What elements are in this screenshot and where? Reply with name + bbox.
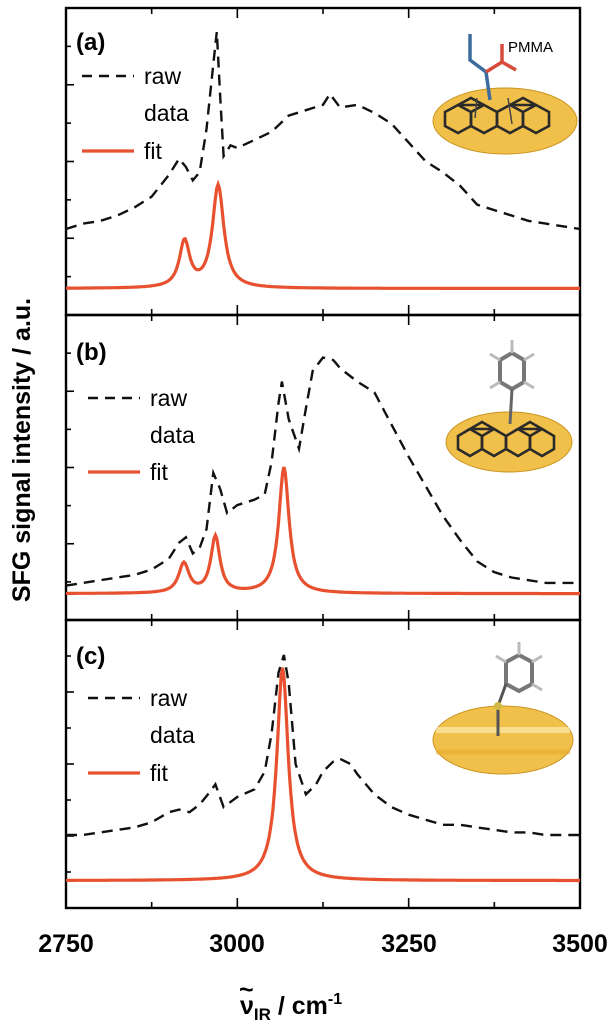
x-axis-accent: ~ — [239, 976, 254, 1004]
inset-a-text: PMMA — [508, 39, 553, 56]
panel-a-ticks — [65, 8, 581, 315]
pmma-graphene-molecule-icon: PMMA — [432, 34, 578, 155]
panel-b-fit-line — [66, 466, 580, 596]
panel-c-legend-raw: raw — [150, 685, 187, 711]
y-axis-title: SFG signal intensity / a.u. — [8, 298, 36, 602]
thiophenol-gold-molecule-icon — [432, 642, 574, 775]
panel-a-legend: raw data fit — [82, 63, 189, 164]
x-tick-label: 2750 — [38, 930, 94, 958]
panel-c-fit-line — [66, 667, 580, 883]
x-tick-label: 3000 — [209, 930, 265, 958]
panel-c-label: (c) — [76, 643, 105, 670]
panel-a-raw-data-line — [65, 31, 581, 231]
panel-b-legend-raw: raw — [150, 385, 187, 411]
panel-a-legend-raw: raw — [144, 63, 181, 89]
x-axis-unit: / cm — [271, 992, 328, 1020]
x-tick-label: 3500 — [552, 930, 608, 958]
x-axis-subscript: IR — [254, 1005, 271, 1024]
panel-b-raw-data-line — [65, 356, 580, 587]
panel-a-legend-fit: fit — [144, 138, 163, 164]
panel-c-legend: raw data fit — [88, 685, 195, 786]
x-axis-symbol: ν — [240, 992, 254, 1020]
panel-c-raw-data-line — [66, 654, 580, 837]
panel-a-label: (a) — [76, 29, 105, 56]
x-tick-labels: 2750 3000 3250 3500 — [38, 930, 608, 958]
panel-b-legend-fit: fit — [150, 459, 169, 485]
panel-c: (c) raw data fit — [64, 618, 582, 910]
phenyl-graphene-molecule-icon — [445, 340, 573, 473]
panel-a-fit-line — [66, 179, 580, 290]
panel-c-ticks — [65, 620, 581, 908]
x-axis-title: ~ νIR / cm-1 — [239, 976, 342, 1024]
panel-b-label: (b) — [76, 339, 107, 366]
x-axis-superscript: -1 — [328, 991, 342, 1008]
panel-a: (a) raw data fit PMMA — [64, 6, 582, 317]
panel-b: (b) raw data fit — [64, 313, 582, 622]
x-tick-label: 3250 — [381, 930, 437, 958]
panel-b-ticks — [65, 315, 581, 620]
panel-b-legend-data: data — [150, 422, 195, 448]
x-axis-title-text: νIR / cm-1 — [240, 991, 342, 1024]
panel-c-legend-data: data — [150, 722, 195, 748]
panel-b-legend: raw data fit — [88, 385, 195, 485]
panel-a-legend-data: data — [144, 100, 189, 126]
panel-c-legend-fit: fit — [150, 760, 169, 786]
